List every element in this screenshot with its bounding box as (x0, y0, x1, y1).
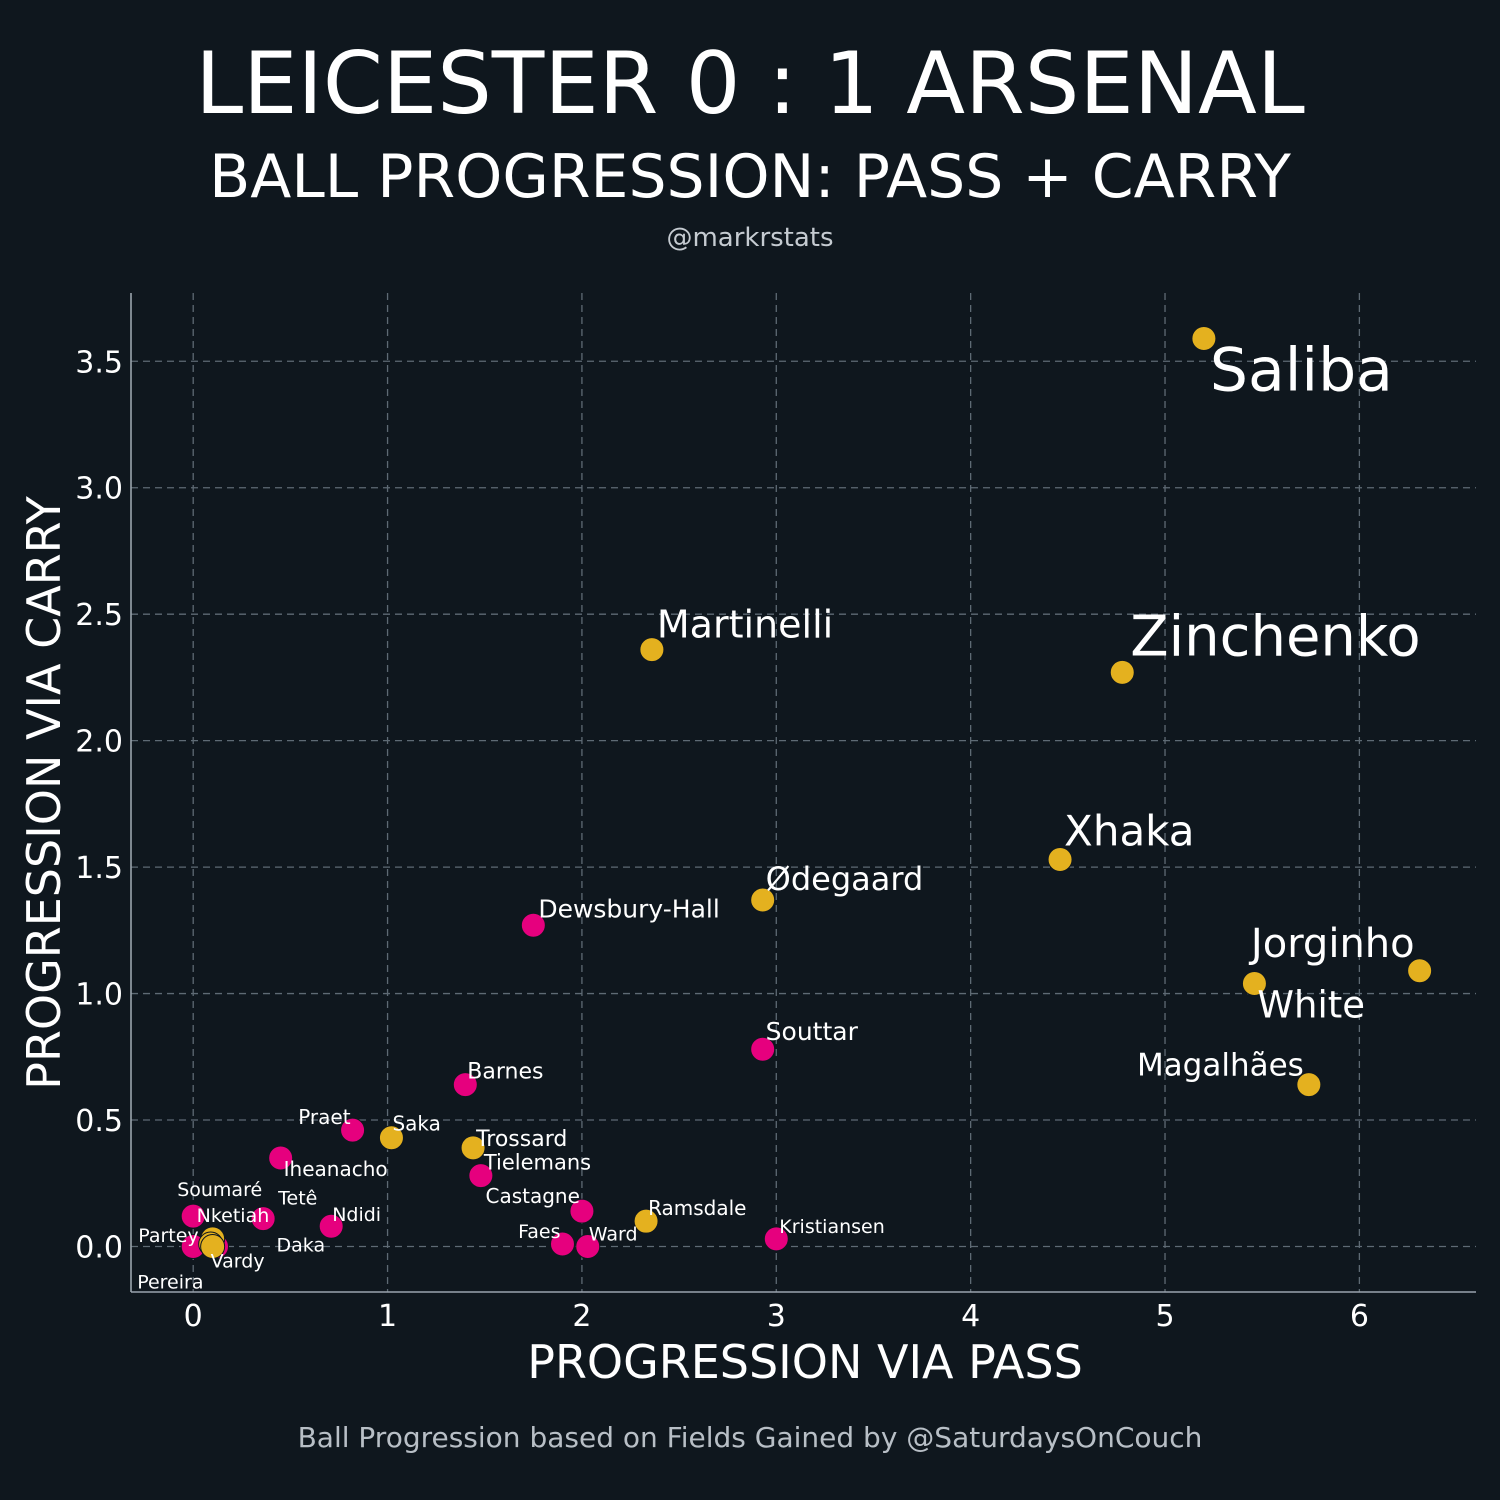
leicester-point-label: Castagne (486, 1184, 580, 1208)
arsenal-point (200, 1233, 226, 1259)
footnote: Ball Progression based on Fields Gained … (298, 1421, 1203, 1454)
leicester-point (549, 1231, 575, 1257)
x-tick-label: 4 (961, 1299, 980, 1334)
arsenal-point-label: Magalhães (1137, 1048, 1304, 1084)
leicester-point-label: Kristiansen (779, 1216, 885, 1238)
axes: 0 1 2 3 4 5 6 0.0 0.5 1.0 1.5 2.0 2.5 3.0 3.5 (75, 293, 1476, 1334)
y-axis-label: PROGRESSION VIA CARRY (17, 495, 71, 1089)
leicester-point-label: Ndidi (332, 1204, 381, 1226)
grid (131, 293, 1476, 1292)
leicester-point-label: Tielemans (483, 1151, 591, 1175)
y-tick-label: 0.5 (75, 1104, 123, 1139)
arsenal-point-label: Ramsdale (648, 1196, 746, 1220)
leicester-point (575, 1233, 601, 1259)
arsenal-point (1047, 847, 1073, 873)
arsenal-point-label: Zinchenko (1130, 604, 1420, 669)
y-tick-label: 2.0 (75, 725, 123, 760)
arsenal-point-label: Xhaka (1064, 807, 1194, 856)
arsenal-point-label: Nketiah (197, 1205, 270, 1227)
leicester-point-label: Pereira (137, 1271, 203, 1293)
arsenal-point (1407, 958, 1433, 984)
arsenal-point (1191, 326, 1217, 352)
leicester-point (468, 1163, 494, 1189)
leicester-point (318, 1213, 344, 1239)
arsenal-point-label: Vardy (211, 1250, 265, 1272)
y-tick-label: 3.0 (75, 472, 123, 507)
x-tick-label: 1 (378, 1299, 397, 1334)
arsenal-point-label: White (1257, 983, 1365, 1026)
arsenal-point-label: Jorginho (1248, 921, 1415, 967)
leicester-point (180, 1203, 206, 1229)
arsenal-point (1109, 659, 1135, 685)
arsenal-point (460, 1135, 486, 1161)
y-tick-label: 0.0 (75, 1230, 123, 1265)
chart-title: LEICESTER 0 : 1 ARSENAL (195, 34, 1305, 134)
arsenal-point-label: Ødegaard (766, 860, 924, 898)
leicester-point-label: Barnes (467, 1060, 543, 1085)
y-tick-label: 3.5 (75, 345, 123, 380)
arsenal-point (750, 887, 776, 913)
data-points (180, 326, 1433, 1259)
leicester-point-label: Ward (589, 1223, 638, 1245)
arsenal-point-label: Partey (138, 1225, 198, 1247)
arsenal-point-label: Saka (392, 1112, 440, 1136)
leicester-point-label: Faes (518, 1221, 560, 1243)
leicester-point (750, 1036, 776, 1062)
arsenal-point (633, 1208, 659, 1234)
arsenal-point-label: Trossard (475, 1127, 567, 1152)
arsenal-point (1241, 970, 1267, 996)
y-tick-label: 2.5 (75, 598, 123, 633)
leicester-point (250, 1206, 276, 1232)
leicester-point-label: Praet (298, 1105, 350, 1129)
leicester-point-label: Dewsbury-Hall (538, 894, 719, 923)
leicester-point (520, 912, 546, 938)
x-axis-label: PROGRESSION VIA PASS (527, 1335, 1083, 1389)
x-tick-label: 2 (572, 1299, 591, 1334)
chart-subtitle: BALL PROGRESSION: PASS + CARRY (209, 142, 1291, 212)
leicester-point-label: Soumaré (177, 1179, 262, 1201)
leicester-point (340, 1117, 366, 1143)
leicester-point-label: Daka (277, 1234, 326, 1256)
leicester-point-label: Iheanacho (284, 1157, 388, 1181)
x-tick-label: 0 (184, 1299, 203, 1334)
leicester-point-label: Tetê (277, 1188, 317, 1210)
x-tick-label: 6 (1350, 1299, 1369, 1334)
point-labels: Dewsbury-Hall Souttar Barnes Praet Iheanacho… (137, 336, 1420, 1294)
author-credit: @markrstats (666, 223, 833, 253)
arsenal-point (639, 637, 665, 663)
leicester-point-label: Souttar (766, 1017, 859, 1046)
x-tick-label: 5 (1155, 1299, 1174, 1334)
leicester-point (569, 1198, 595, 1224)
y-tick-label: 1.5 (75, 851, 123, 886)
leicester-point (268, 1145, 294, 1171)
leicester-point (452, 1072, 478, 1098)
arsenal-point-label: Martinelli (657, 603, 833, 647)
arsenal-point-label: Saliba (1210, 336, 1393, 406)
y-tick-label: 1.0 (75, 978, 123, 1013)
arsenal-point (378, 1125, 404, 1151)
x-tick-label: 3 (767, 1299, 786, 1334)
arsenal-point (1296, 1072, 1322, 1098)
leicester-point (763, 1226, 789, 1252)
